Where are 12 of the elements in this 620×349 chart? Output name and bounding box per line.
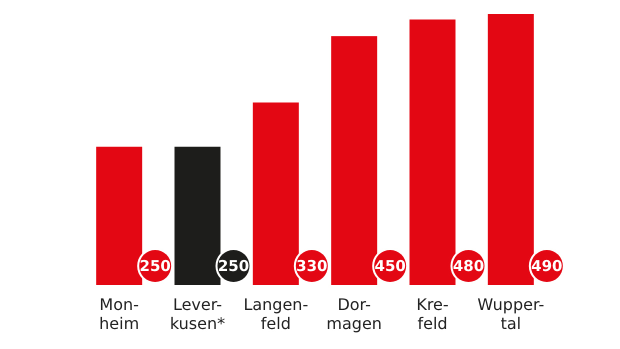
x-tick-label: Dor- magen [326,295,382,333]
data-label: 330 [296,257,328,275]
data-label: 450 [374,257,406,275]
data-label: 250 [218,257,250,275]
x-tick-label: Lever- kusen* [170,295,226,333]
x-tick-label: Langen- feld [243,295,308,333]
data-label: 480 [452,257,484,275]
x-tick-label: Mon- heim [99,295,140,333]
x-tick-label: Wupper- tal [477,295,544,333]
data-label: 490 [531,257,562,275]
data-label: 250 [140,257,171,275]
x-tick-label: Kre- feld [416,295,449,333]
